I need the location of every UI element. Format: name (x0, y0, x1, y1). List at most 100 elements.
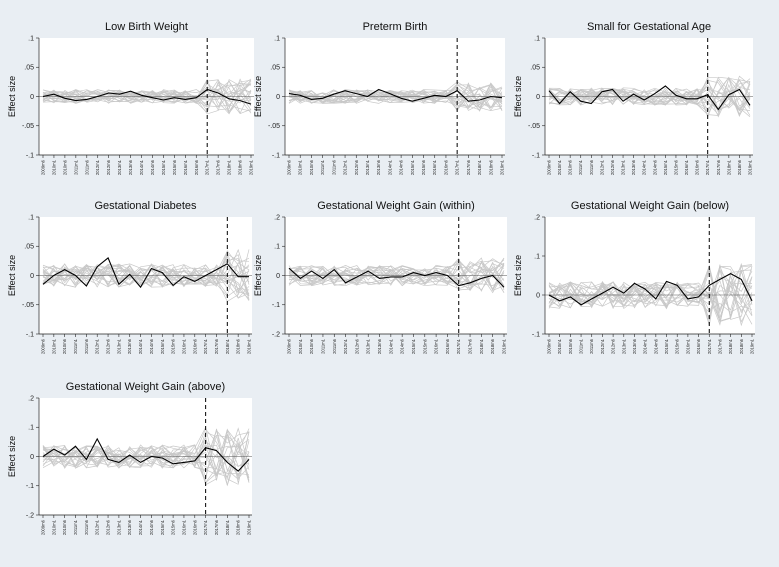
placebo-series-line (288, 261, 505, 290)
x-tick-label: 2009m6 (287, 338, 292, 354)
placebo-series-line (288, 90, 503, 109)
y-axis-label: Effect size (253, 76, 263, 117)
x-tick-label: 2015m1 (410, 159, 415, 175)
x-tick-label: 2016m6 (192, 519, 197, 535)
x-tick-label: 2011m6 (84, 519, 89, 534)
x-tick-label: 2017m6 (466, 159, 471, 175)
x-tick-label: 2016m6 (695, 159, 700, 175)
x-tick-label: 2012m6 (611, 338, 616, 354)
x-tick-label: 2016m1 (181, 338, 186, 354)
x-tick-label: 2014m6 (652, 159, 657, 175)
placebo-series-line (42, 445, 250, 484)
x-tick-label: 2017m6 (717, 338, 722, 354)
y-tick-label: -.05 (22, 302, 34, 309)
x-tick-label: 2012m1 (95, 519, 100, 535)
x-tick-label: 2012m1 (599, 159, 604, 175)
x-tick-label: 2013m1 (116, 338, 121, 354)
x-tick-label: 2011m6 (332, 338, 337, 353)
y-tick-label: -.05 (268, 123, 280, 130)
x-tick-label: 2009m6 (41, 159, 46, 175)
x-tick-label: 2010m6 (62, 338, 67, 354)
x-tick-label: 2017m6 (216, 159, 221, 175)
y-tick-label: -.2 (26, 512, 34, 519)
x-tick-label: 2019m1 (500, 159, 505, 175)
panel-2: Preterm Birth Effect size -.1 -.05 0 .05 .1 200… (253, 21, 505, 175)
x-tick-label: 2016m6 (443, 159, 448, 175)
x-tick-label: 2016m1 (432, 159, 437, 175)
x-tick-label: 2017m1 (455, 159, 460, 175)
x-tick-label: 2019m1 (249, 159, 254, 175)
y-tick-label: .05 (24, 65, 34, 72)
panel-title: Gestational Weight Gain (above) (66, 381, 225, 393)
x-tick-label: 2013m6 (127, 338, 132, 354)
y-tick-label: 0 (30, 273, 34, 280)
y-tick-label: -.1 (272, 302, 280, 309)
x-tick-label: 2011m1 (73, 519, 78, 534)
x-tick-label: 2010m1 (557, 159, 562, 175)
y-tick-label: 0 (276, 273, 280, 280)
x-tick-label: 2017m6 (716, 159, 721, 175)
x-tick-label: 2011m1 (320, 159, 325, 174)
x-tick-label: 2013m6 (127, 519, 132, 535)
placebo-series-line (42, 432, 250, 485)
x-tick-label: 2010m6 (568, 159, 573, 175)
x-tick-label: 2015m6 (422, 338, 427, 354)
x-tick-label: 2011m1 (73, 338, 78, 353)
y-tick-label: .05 (24, 244, 34, 251)
treated-series-line (288, 267, 505, 288)
x-tick-label: 2015m1 (663, 159, 668, 175)
treated-series-line (42, 257, 249, 289)
x-tick-label: 2011m1 (578, 159, 583, 174)
placebo-series-line (42, 263, 250, 299)
y-tick-label: 0 (536, 292, 540, 299)
x-tick-label: 2015m6 (171, 338, 176, 354)
panel-5: Gestational Weight Gain (within) Effect s… (253, 200, 507, 354)
x-tick-label: 2017m1 (205, 159, 210, 175)
x-tick-label: 2015m6 (673, 159, 678, 175)
placebo-series-line (42, 445, 250, 476)
y-tick-label: -.1 (26, 331, 34, 338)
y-tick-label: 0 (30, 454, 34, 461)
x-tick-label: 2014m6 (653, 338, 658, 354)
x-tick-label: 2009m6 (287, 159, 292, 175)
x-tick-label: 2013m6 (632, 338, 637, 354)
placebo-series-line (288, 257, 505, 291)
treated-series-line (548, 85, 751, 111)
placebo-series-line (42, 445, 250, 479)
x-tick-label: 2010m1 (298, 338, 303, 354)
x-tick-label: 2018m6 (488, 159, 493, 175)
x-tick-label: 2014m1 (138, 519, 143, 535)
x-tick-label: 2017m6 (468, 338, 473, 354)
plot-area (545, 217, 755, 334)
y-tick-label: .05 (530, 65, 540, 72)
placebo-series-line (288, 89, 503, 111)
y-tick-label: -.1 (26, 483, 34, 490)
x-tick-label: 2016m1 (183, 159, 188, 175)
x-tick-label: 2013m6 (377, 338, 382, 354)
y-tick-label: .1 (534, 35, 540, 42)
panel-4: Gestational Diabetes Effect size -.1 -.05 0.… (7, 200, 252, 354)
x-tick-label: 2016m6 (194, 159, 199, 175)
x-tick-label: 2019m1 (748, 159, 753, 175)
panel-title: Gestational Weight Gain (within) (317, 200, 475, 212)
panel-title: Small for Gestational Age (587, 21, 711, 33)
x-tick-label: 2010m6 (309, 338, 314, 354)
x-tick-label: 2011m6 (589, 159, 594, 174)
y-tick-label: -.05 (528, 123, 540, 130)
y-tick-label: -.1 (532, 152, 540, 159)
x-tick-label: 2017m1 (705, 159, 710, 175)
y-tick-label: .2 (534, 214, 540, 221)
x-tick-label: 2014m1 (387, 159, 392, 175)
x-tick-label: 2012m6 (610, 159, 615, 175)
x-tick-label: 2018m1 (227, 159, 232, 175)
x-tick-label: 2013m1 (621, 159, 626, 175)
x-tick-label: 2017m1 (203, 338, 208, 354)
x-tick-label: 2017m1 (203, 519, 208, 535)
placebo-series-line (548, 281, 753, 313)
x-tick-label: 2018m1 (225, 338, 230, 354)
y-axis-label: Effect size (253, 255, 263, 296)
placebo-series-line (288, 260, 505, 293)
x-tick-label: 2015m1 (160, 519, 165, 535)
x-tick-label: 2015m6 (421, 159, 426, 175)
placebo-series-line (288, 257, 505, 286)
